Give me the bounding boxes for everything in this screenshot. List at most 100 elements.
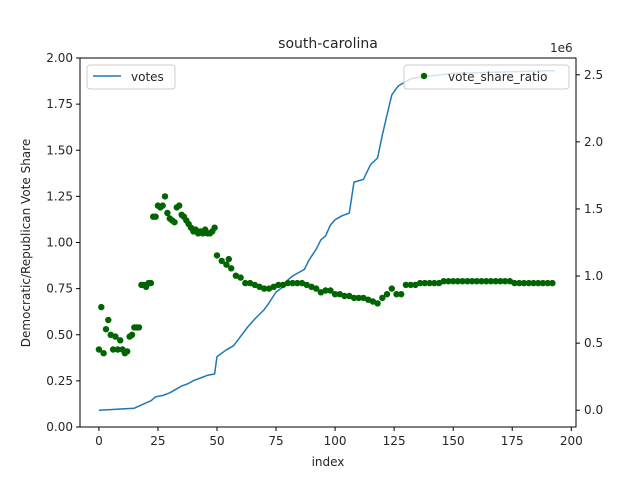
scatter-point-vote_share_ratio — [483, 278, 490, 285]
scatter-point-vote_share_ratio — [112, 333, 119, 340]
scatter-point-vote_share_ratio — [95, 346, 103, 353]
scatter-point-vote_share_ratio — [147, 279, 155, 287]
x-tick-label: 0 — [95, 434, 103, 448]
y-right-tick-label: 1.0 — [584, 269, 603, 283]
scatter-point-vote_share_ratio — [228, 265, 235, 272]
scatter-point-vote_share_ratio — [544, 279, 551, 287]
scatter-point-vote_share_ratio — [284, 279, 291, 287]
scatter-point-vote_share_ratio — [218, 257, 225, 265]
scatter-point-vote_share_ratio — [225, 255, 232, 263]
scatter-point-vote_share_ratio — [525, 279, 532, 287]
scatter-point-vote_share_ratio — [350, 294, 358, 302]
scatter-point-vote_share_ratio — [473, 278, 480, 285]
scatter-point-vote_share_ratio — [242, 279, 249, 287]
scatter-point-vote_share_ratio — [511, 279, 518, 287]
scatter-point-vote_share_ratio — [407, 281, 414, 289]
scatter-point-vote_share_ratio — [402, 281, 410, 289]
scatter-point-vote_share_ratio — [159, 202, 166, 209]
scatter-point-vote_share_ratio — [497, 278, 504, 285]
x-axis-label: index — [312, 455, 345, 469]
scatter-point-vote_share_ratio — [374, 300, 381, 307]
scatter-point-vote_share_ratio — [450, 278, 457, 285]
scatter-point-vote_share_ratio — [98, 303, 105, 311]
y-left-tick-label: 1.50 — [46, 143, 73, 157]
scatter-point-vote_share_ratio — [398, 291, 405, 298]
scatter-point-vote_share_ratio — [114, 346, 122, 353]
scatter-point-vote_share_ratio — [213, 252, 221, 259]
scatter-point-vote_share_ratio — [331, 291, 339, 298]
x-tick-label: 125 — [383, 434, 406, 448]
chart-title: south-carolina — [278, 36, 378, 52]
y-left-tick-label: 0.25 — [46, 374, 73, 388]
scatter-point-vote_share_ratio — [128, 331, 136, 338]
y-right-tick-label: 2.0 — [584, 135, 603, 149]
legend-layer: votes vote_share_ratio — [86, 64, 570, 90]
scatter-point-vote_share_ratio — [464, 278, 471, 285]
x-tick-label: 150 — [442, 434, 465, 448]
y-right-tick-label: 0.5 — [584, 336, 603, 350]
scatter-point-vote_share_ratio — [549, 279, 556, 287]
scatter-point-vote_share_ratio — [431, 279, 438, 287]
scatter-point-vote_share_ratio — [313, 285, 320, 292]
scatter-point-vote_share_ratio — [237, 274, 244, 281]
scatter-point-vote_share_ratio — [355, 294, 362, 302]
scatter-point-vote_share_ratio — [454, 278, 462, 285]
legend-label-vote-share-ratio: vote_share_ratio — [448, 70, 547, 84]
scatter-point-vote_share_ratio — [341, 292, 348, 300]
scatter-point-vote_share_ratio — [478, 278, 485, 285]
scatter-point-vote_share_ratio — [459, 278, 466, 285]
series-line-votes — [98, 69, 555, 411]
y-right-tick-label: 2.5 — [584, 68, 603, 82]
scatter-point-vote_share_ratio — [468, 278, 476, 285]
y-right-tick-label: 0.0 — [584, 403, 603, 417]
scatter-point-vote_share_ratio — [100, 350, 107, 357]
scatter-point-vote_share_ratio — [516, 279, 523, 287]
scatter-point-vote_share_ratio — [161, 193, 169, 200]
x-tick-label: 175 — [501, 434, 524, 448]
scatter-point-vote_share_ratio — [294, 279, 301, 287]
scatter-point-vote_share_ratio — [393, 291, 400, 298]
scatter-point-vote_share_ratio — [176, 202, 183, 209]
scatter-point-vote_share_ratio — [501, 278, 509, 285]
scatter-point-vote_share_ratio — [124, 348, 131, 355]
y-left-tick-label: 1.75 — [46, 97, 73, 111]
y-right-tick-label: 1.5 — [584, 202, 603, 216]
scatter-point-vote_share_ratio — [322, 287, 329, 294]
scatter-point-vote_share_ratio — [421, 279, 428, 287]
scatter-point-vote_share_ratio — [303, 281, 310, 289]
y-axis-label-left: Democratic/Republican Vote Share — [19, 139, 33, 347]
scatter-point-vote_share_ratio — [520, 279, 528, 287]
legend-box-left — [86, 64, 176, 90]
x-tick-label: 50 — [209, 434, 224, 448]
legend-label-votes: votes — [131, 70, 164, 84]
scatter-point-vote_share_ratio — [535, 279, 542, 287]
y-left-tick-label: 2.00 — [46, 51, 73, 65]
series-layer — [95, 69, 556, 411]
scatter-point-vote_share_ratio — [105, 316, 112, 324]
scatter-point-vote_share_ratio — [379, 294, 386, 302]
y-left-tick-label: 1.00 — [46, 236, 73, 250]
scatter-point-vote_share_ratio — [102, 326, 110, 333]
x-tick-label: 25 — [150, 434, 165, 448]
scatter-point-vote_share_ratio — [135, 324, 143, 331]
scatter-point-vote_share_ratio — [275, 281, 282, 289]
scatter-point-vote_share_ratio — [327, 287, 334, 294]
scatter-point-vote_share_ratio — [289, 279, 296, 287]
scatter-point-vote_share_ratio — [440, 278, 447, 285]
scatter-point-vote_share_ratio — [388, 285, 395, 292]
scatter-point-vote_share_ratio — [487, 278, 495, 285]
scatter-point-vote_share_ratio — [109, 346, 117, 353]
y-left-tick-label: 0.00 — [46, 420, 73, 434]
scatter-point-vote_share_ratio — [223, 261, 230, 268]
legend-marker-swatch — [420, 72, 428, 80]
scatter-point-vote_share_ratio — [171, 219, 178, 226]
scatter-point-vote_share_ratio — [211, 224, 218, 231]
scatter-point-vote_share_ratio — [383, 291, 391, 298]
scatter-point-vote_share_ratio — [530, 279, 537, 287]
legend-box-right — [403, 64, 570, 90]
axes-layer: 0 25 50 75 100 125 150 175 200 0.00 0.25 0.50 0.75 1.… — [46, 51, 603, 448]
scatter-point-vote_share_ratio — [539, 279, 547, 287]
x-tick-label: 75 — [268, 434, 283, 448]
